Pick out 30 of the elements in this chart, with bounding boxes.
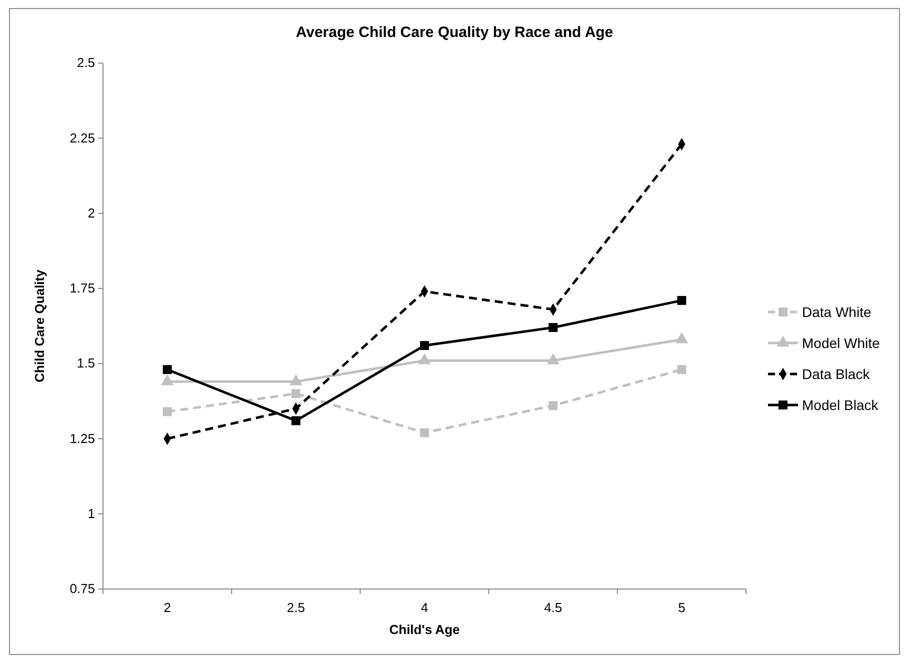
legend-label: Model Black <box>802 397 880 413</box>
y-axis-title: Child Care Quality <box>32 268 47 382</box>
y-tick-label: 1.5 <box>76 356 95 371</box>
point <box>548 401 558 410</box>
chart-title: Average Child Care Quality by Race and Age <box>296 24 614 41</box>
point <box>420 428 429 438</box>
y-tick-label: 1.25 <box>70 430 95 446</box>
point <box>291 416 300 426</box>
point <box>548 323 558 332</box>
x-tick-label: 2 <box>164 600 171 616</box>
y-tick-label: 0.75 <box>70 581 95 596</box>
point <box>291 389 300 398</box>
y-tick-label: 1.75 <box>70 280 95 296</box>
x-tick-label: 4.5 <box>544 600 562 616</box>
point <box>162 407 172 416</box>
y-tick-label: 2.25 <box>70 130 95 146</box>
point <box>677 296 686 305</box>
legend-label: Data White <box>802 304 872 320</box>
y-tick-label: 1 <box>88 506 95 522</box>
legend-label: Model White <box>802 335 880 351</box>
y-tick-label: 2 <box>88 205 95 220</box>
x-tick-label: 5 <box>678 600 686 616</box>
point <box>420 341 429 350</box>
y-tick-label: 2.5 <box>76 55 95 70</box>
x-axis-title: Child's Age <box>389 622 460 637</box>
x-tick-label: 2.5 <box>286 600 305 616</box>
x-tick-label: 4 <box>420 600 428 616</box>
point <box>162 365 172 374</box>
legend-label: Data Black <box>802 366 871 382</box>
point <box>677 365 686 374</box>
